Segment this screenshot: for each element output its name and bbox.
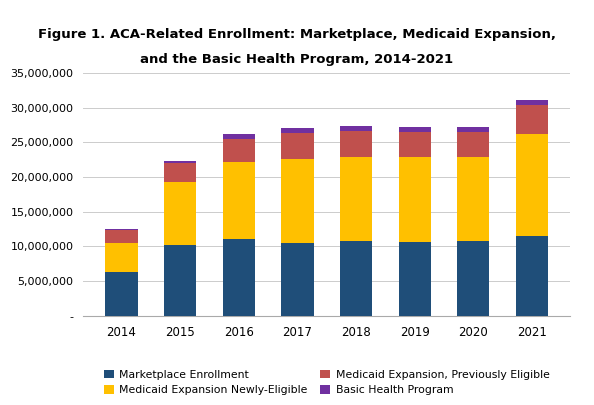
Bar (281, 128, 314, 133)
Bar (105, 272, 138, 316)
Bar (457, 128, 489, 132)
Bar (164, 163, 196, 181)
Bar (223, 139, 255, 162)
Bar (399, 128, 431, 132)
Bar (340, 126, 372, 130)
Bar (223, 162, 255, 239)
Bar (281, 243, 314, 316)
Bar (105, 243, 138, 272)
Bar (340, 241, 372, 316)
Bar (457, 157, 489, 241)
Text: Figure 1. ACA-Related Enrollment: Marketplace, Medicaid Expansion,: Figure 1. ACA-Related Enrollment: Market… (38, 28, 556, 41)
Bar (399, 242, 431, 316)
Bar (223, 239, 255, 316)
Bar (399, 157, 431, 242)
Bar (164, 245, 196, 316)
Bar (164, 161, 196, 163)
Bar (516, 236, 548, 316)
Bar (164, 181, 196, 245)
Bar (281, 133, 314, 159)
Bar (516, 134, 548, 236)
Bar (105, 229, 138, 230)
Bar (105, 230, 138, 243)
Bar (457, 241, 489, 316)
Text: and the Basic Health Program, 2014-2021: and the Basic Health Program, 2014-2021 (140, 53, 454, 66)
Bar (399, 132, 431, 157)
Bar (457, 132, 489, 157)
Bar (340, 130, 372, 157)
Bar (223, 134, 255, 139)
Bar (340, 157, 372, 241)
Legend: Marketplace Enrollment, Medicaid Expansion Newly-Eligible, Medicaid Expansion, P: Marketplace Enrollment, Medicaid Expansi… (104, 370, 549, 395)
Bar (516, 100, 548, 105)
Bar (516, 105, 548, 134)
Bar (281, 159, 314, 243)
